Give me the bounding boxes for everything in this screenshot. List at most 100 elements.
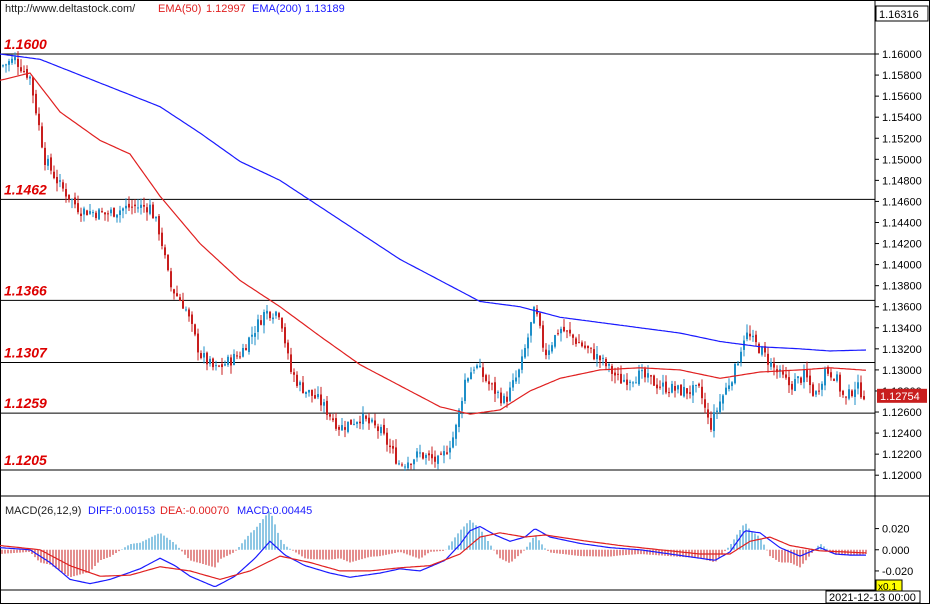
- candle-body: [44, 147, 46, 166]
- candle-body: [608, 364, 610, 366]
- candle-body: [467, 378, 469, 382]
- price-tick-label: 1.12200: [882, 449, 922, 461]
- candle-body: [410, 463, 412, 465]
- macd-tick-label: -0.020: [882, 566, 913, 578]
- candle-body: [632, 382, 634, 384]
- candle-body: [512, 380, 514, 388]
- candle-body: [725, 387, 727, 395]
- candle-body: [716, 410, 718, 412]
- price-tick-label: 1.14600: [882, 196, 922, 208]
- candle-body: [176, 293, 178, 297]
- candle-body: [206, 352, 208, 365]
- candle-body: [101, 211, 103, 213]
- candle-body: [323, 402, 325, 406]
- candle-body: [821, 383, 823, 390]
- candle-body: [155, 216, 157, 219]
- candle-body: [59, 180, 61, 182]
- candle-body: [398, 463, 400, 465]
- macd-tick-label: 0.020: [882, 524, 910, 536]
- candle-body: [107, 213, 109, 215]
- price-tick-label: 1.16000: [882, 49, 922, 61]
- candle-body: [92, 212, 94, 214]
- ema50-line: [0, 72, 867, 415]
- candle-body: [224, 364, 226, 366]
- candle-body: [353, 423, 355, 425]
- candle-body: [845, 396, 847, 398]
- candle-body: [401, 464, 403, 466]
- candle-body: [140, 204, 142, 208]
- candle-body: [161, 232, 163, 247]
- candle-body: [14, 57, 16, 61]
- candle-body: [677, 385, 679, 390]
- candle-body: [311, 389, 313, 396]
- candle-body: [722, 395, 724, 404]
- ema50-value: 1.12997: [206, 3, 246, 15]
- candle-body: [656, 384, 658, 389]
- candle-body: [158, 216, 160, 235]
- candle-body: [128, 203, 130, 208]
- candle-body: [35, 93, 37, 114]
- candle-body: [86, 210, 88, 216]
- candle-body: [290, 354, 292, 372]
- candle-body: [662, 382, 664, 387]
- level-label: 1.1205: [4, 452, 47, 468]
- price-tick-label: 1.12400: [882, 428, 922, 440]
- candle-body: [638, 370, 640, 385]
- candle-body: [173, 289, 175, 294]
- candle-body: [518, 369, 520, 378]
- candle-body: [167, 254, 169, 271]
- candle-body: [755, 334, 757, 343]
- candle-body: [218, 365, 220, 367]
- candle-body: [191, 314, 193, 324]
- candle-body: [650, 375, 652, 377]
- candle-body: [80, 213, 82, 217]
- price-tick-label: 1.12000: [882, 470, 922, 482]
- candle-body: [11, 58, 13, 63]
- candle-body: [17, 59, 19, 67]
- level-label: 1.1366: [4, 282, 47, 298]
- candle-body: [431, 454, 433, 459]
- candle-body: [194, 324, 196, 335]
- candle-body: [818, 390, 820, 392]
- macd-diff-line: [0, 525, 866, 588]
- price-tick-label: 1.14800: [882, 175, 922, 187]
- candle-body: [581, 342, 583, 347]
- candle-body: [122, 208, 124, 211]
- candles: [2, 51, 865, 471]
- candle-body: [704, 399, 706, 408]
- candle-body: [686, 388, 688, 394]
- candle-body: [842, 390, 844, 395]
- price-tick-label: 1.14000: [882, 260, 922, 272]
- candle-body: [767, 353, 769, 365]
- candle-body: [839, 374, 841, 392]
- candle-body: [587, 345, 589, 349]
- macd-tick-label: 0.000: [882, 545, 910, 557]
- candle-body: [800, 377, 802, 383]
- candle-body: [8, 61, 10, 65]
- candle-body: [29, 76, 31, 79]
- candle-body: [242, 347, 244, 357]
- candle-body: [482, 367, 484, 377]
- candle-body: [356, 421, 358, 425]
- candle-body: [119, 210, 121, 216]
- candle-body: [713, 412, 715, 432]
- ema200-line: [0, 53, 867, 352]
- price-tick-label: 1.12600: [882, 407, 922, 419]
- candle-body: [329, 414, 331, 417]
- candle-body: [413, 459, 415, 465]
- candle-body: [563, 326, 565, 332]
- candle-body: [116, 214, 118, 218]
- candle-body: [509, 387, 511, 401]
- candle-body: [98, 209, 100, 220]
- candle-body: [266, 310, 268, 314]
- candle-body: [131, 206, 133, 208]
- macd-dea-line: [0, 532, 867, 581]
- site-url[interactable]: http://www.deltastock.com/: [5, 3, 136, 15]
- candle-body: [611, 366, 613, 374]
- candle-body: [425, 454, 427, 458]
- candle-body: [74, 197, 76, 205]
- candle-body: [557, 333, 559, 335]
- candle-body: [305, 391, 307, 394]
- candle-body: [473, 369, 475, 371]
- candle-body: [539, 313, 541, 326]
